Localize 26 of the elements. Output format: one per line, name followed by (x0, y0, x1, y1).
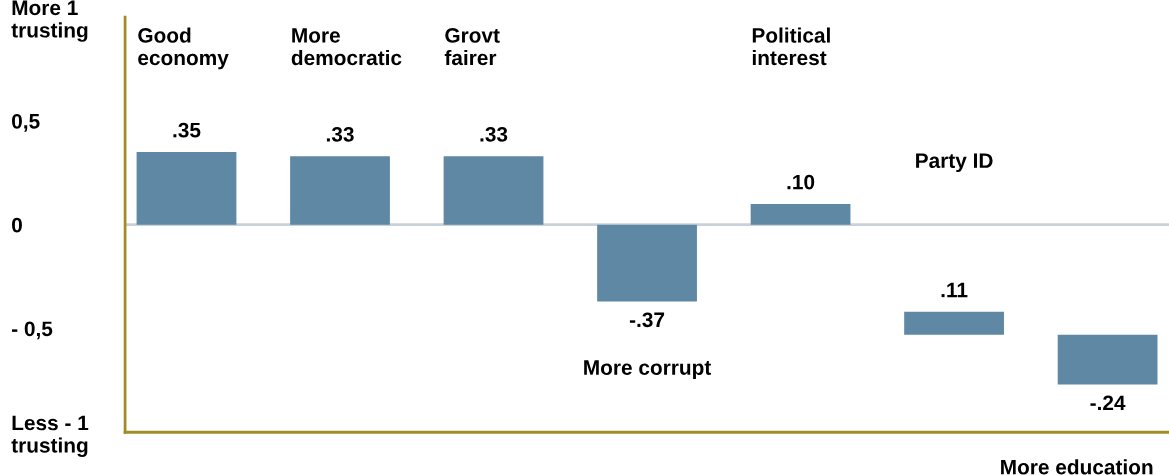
data-label: -.37 (629, 312, 665, 328)
bar (904, 311, 1004, 335)
x-tick-label: More corrupt (584, 360, 712, 380)
x-tick-label: Grovt fairer (444, 28, 500, 66)
data-label: .11 (941, 282, 968, 298)
data-label: .33 (326, 126, 354, 142)
y-tick-label: More 1 trusting (11, 0, 88, 42)
bar (1057, 334, 1158, 385)
x-tick-label: Good economy (138, 27, 229, 70)
data-label: .35 (173, 122, 201, 138)
bar (443, 156, 544, 225)
y-tick-label: 0,5 (12, 113, 40, 132)
x-tick-label: More education (1001, 459, 1153, 475)
x-tick-label: More democratic (291, 28, 402, 66)
bar (290, 156, 390, 225)
y-tick-label: - 0,5 (12, 321, 53, 340)
y-tick-label: 0 (12, 217, 22, 233)
y-tick-label: Less - 1 trusting (11, 415, 89, 457)
bar (136, 152, 237, 225)
data-label: -.24 (1090, 395, 1126, 410)
bar (597, 224, 697, 302)
x-tick-label: Party ID (916, 153, 993, 173)
data-label: .10 (787, 174, 815, 190)
x-tick-label: Political interest (752, 27, 830, 66)
bar (750, 203, 851, 225)
data-label: .33 (480, 126, 508, 142)
